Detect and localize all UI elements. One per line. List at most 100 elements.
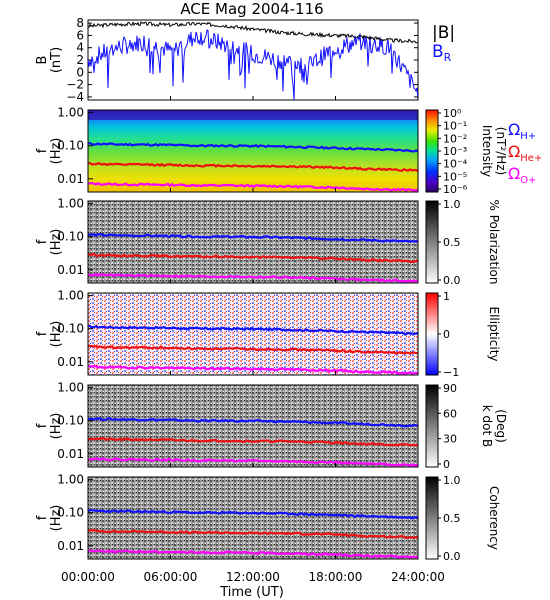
colorbar-tick-label: 10⁻⁵ <box>443 170 467 183</box>
y-tick-label: 0.01 <box>57 172 84 186</box>
colorbar-tick-label: −1 <box>443 366 459 379</box>
x-tick-label: 24:00:00 <box>391 570 445 584</box>
colorbar-tick-label: 60 <box>443 407 457 420</box>
panel-ylabel: f <box>35 515 50 520</box>
panel-ylabel: f <box>35 148 50 153</box>
legend-h-plus: ΩH+ <box>508 120 536 142</box>
gyro-h-plus-line <box>88 324 419 336</box>
colorbar-tick-label: 0.5 <box>443 512 461 525</box>
legend-o-plus: ΩO+ <box>508 164 536 186</box>
panel-ylabel: f <box>35 331 50 336</box>
gyro-o-plus-line <box>88 457 419 468</box>
panel-k-dot-b: 1.00 0.10 0.01 f (Hz) 90 60 30 0 k dot B (Deg) <box>35 381 508 471</box>
y-tick-label: 0.10 <box>57 230 84 244</box>
gyro-o-plus-line <box>87 272 419 283</box>
gyro-he-plus-line <box>87 252 419 263</box>
panel-ellipticity: 1.00 0.10 0.01 f (Hz) 1 0 −1 Ellipticity <box>35 289 501 379</box>
x-tick-label: 18:00:00 <box>309 570 363 584</box>
x-axis-label: Time (UT) <box>219 585 284 600</box>
panel-ylabel-unit: (Hz) <box>49 321 64 348</box>
colorbar-tick-label: 90 <box>443 382 457 395</box>
colorbar-label: Intensity <box>480 125 494 177</box>
y-tick-label: 0 <box>76 65 84 79</box>
spectrogram-image <box>88 110 418 192</box>
panel-ylabel-unit: (Hz) <box>49 229 64 256</box>
spectrogram-panels: 1.000.100.01f (Hz)10⁰10⁻¹10⁻²10⁻³10⁻⁴10⁻⁵… <box>35 106 508 563</box>
panel-ylabel-unit: (Hz) <box>49 505 64 532</box>
series-btotal-line <box>87 21 419 44</box>
panel-ylabel: B <box>35 56 50 65</box>
y-tick-label: 2 <box>76 53 84 67</box>
y-tick-label: 0.10 <box>57 414 84 428</box>
y-tick-label: −4 <box>66 90 84 104</box>
gyro-h-plus-line <box>87 508 419 520</box>
panel-ylabel-unit: (Hz) <box>49 413 64 440</box>
gyro-he-plus-line <box>87 437 419 447</box>
colorbar-tick-label: 0.0 <box>443 274 461 287</box>
x-tick-label: 06:00:00 <box>144 570 198 584</box>
y-tick-label: 1.00 <box>57 473 84 487</box>
colorbar-label: k dot B <box>480 405 494 447</box>
y-tick-label: 0.10 <box>57 506 84 520</box>
gyro-h-plus-line <box>87 141 419 153</box>
colorbar <box>425 384 439 468</box>
panel-intensity: 1.00 0.10 0.01 f (Hz) 10⁰10⁻¹10⁻²10⁻³10⁻⁴10⁻⁵… <box>35 106 508 196</box>
panel-ylabel-unit: (nT) <box>49 47 64 73</box>
gyro-he-plus-line <box>88 162 419 173</box>
panel-ylabel-unit: (Hz) <box>49 138 64 165</box>
colorbar-tick-label: 10⁻² <box>443 132 467 145</box>
y-tick-label: 8 <box>76 16 84 30</box>
colorbar-tick-label: 1.0 <box>443 474 461 487</box>
panel-ylabel: f <box>35 239 50 244</box>
colorbar-label: % Polarization <box>487 200 501 285</box>
gyro-h-plus-line <box>87 416 419 428</box>
colorbar-tick-label: 0 <box>443 328 450 341</box>
legend-btotal: |B| <box>432 23 455 43</box>
panel-polarization: 1.00 0.10 0.01 f (Hz) 1.0 0.5 0.0 % Polarization <box>35 197 501 287</box>
gyro-o-plus-line <box>87 548 419 559</box>
colorbar-tick-label: 10⁻¹ <box>443 120 467 133</box>
colorbar-tick-label: 10⁰ <box>443 107 462 120</box>
x-tick-label: 12:00:00 <box>226 570 280 584</box>
y-tick-label: 1.00 <box>57 381 84 395</box>
colorbar-tick-label: 0 <box>443 458 450 471</box>
colorbar-label: (Deg) <box>494 409 508 443</box>
panel-coherency: 1.00 0.10 0.01 f (Hz) 1.0 0.5 0.0 Coherency <box>35 473 501 563</box>
legend-he-plus: ΩHe+ <box>508 142 542 164</box>
spectrogram-image <box>88 201 418 283</box>
y-tick-label: 0.01 <box>57 263 84 277</box>
gyro-o-plus-line <box>87 181 419 193</box>
gyro-legend: ΩH+ ΩHe+ ΩO+ <box>508 120 542 186</box>
gyro-o-plus-line <box>87 364 419 375</box>
y-tick-label: 0.10 <box>57 322 84 336</box>
colorbar-tick-label: 10⁻³ <box>443 145 467 158</box>
y-tick-label: 1.00 <box>57 289 84 303</box>
spectrogram-image <box>88 477 418 559</box>
figure-title: ACE Mag 2004-116 <box>180 0 323 18</box>
legend-br: BR <box>432 42 452 64</box>
x-tick-label: 00:00:00 <box>61 570 115 584</box>
colorbar-tick-label: 0.0 <box>443 550 461 563</box>
colorbar-label: Ellipticity <box>487 307 501 362</box>
series-br-line <box>87 29 419 101</box>
y-tick-label: 0.01 <box>57 447 84 461</box>
colorbar <box>425 476 439 560</box>
y-tick-label: 1.00 <box>57 197 84 211</box>
y-tick-label: 0.10 <box>57 139 84 153</box>
colorbar-tick-label: 10⁻⁶ <box>443 183 468 196</box>
y-tick-label: 0.01 <box>57 355 84 369</box>
colorbar-tick-label: 10⁻⁴ <box>443 158 468 171</box>
x-axis-ticks: 00:00:00 06:00:00 12:00:00 18:00:00 24:00:00 <box>61 96 445 584</box>
spectrogram-image <box>88 293 418 375</box>
colorbar-tick-label: 30 <box>443 433 457 446</box>
colorbar <box>425 292 439 376</box>
y-tick-label: 1.00 <box>57 106 84 120</box>
spectrogram-band <box>88 110 418 120</box>
colorbar <box>425 109 439 193</box>
gyro-he-plus-line <box>87 344 419 355</box>
y-tick-label: 4 <box>76 41 84 55</box>
panel-ylabel: f <box>35 423 50 428</box>
